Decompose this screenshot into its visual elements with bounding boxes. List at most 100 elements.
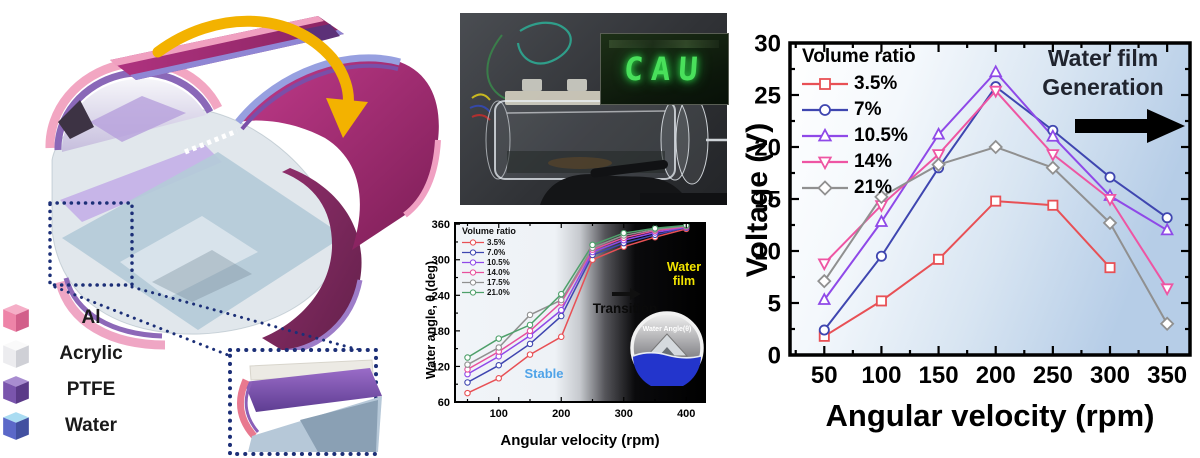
- svg-text:200: 200: [552, 408, 570, 420]
- legend-label: 3.5%: [487, 237, 506, 247]
- generation-arrow-icon: [1075, 109, 1185, 143]
- water-edge-dashes: [184, 128, 238, 155]
- legend-item-al: Al: [2, 300, 152, 336]
- svg-text:360: 360: [432, 219, 450, 231]
- right-shell-purple-edge: [240, 63, 399, 131]
- water-film-generation-label: Water film Generation: [1018, 44, 1188, 102]
- wire-yellow: [471, 93, 491, 101]
- water-film-label: Water film: [653, 260, 715, 289]
- water-cube-icon: [3, 412, 29, 440]
- led-text: CAU: [622, 50, 707, 88]
- inset-label: Water Angle(θ): [643, 326, 692, 333]
- top-strip-blue-edge: [130, 30, 344, 80]
- wrist: [640, 193, 727, 205]
- photo-water-debris: [548, 157, 612, 169]
- inset-water: [633, 352, 701, 386]
- legend-label: 21.0%: [487, 287, 510, 297]
- svg-text:15: 15: [754, 187, 781, 214]
- svg-text:300: 300: [432, 255, 450, 267]
- legend-label: 3.5%: [854, 73, 898, 94]
- voltage-legend: Volume ratio 3.5% 7% 10.5% 14% 21%: [802, 46, 916, 201]
- svg-text:60: 60: [438, 397, 450, 409]
- legend-title: Volume ratio: [462, 226, 516, 236]
- svg-text:10: 10: [754, 239, 781, 266]
- al-cube-icon: [3, 304, 29, 332]
- device-photo: CAU: [460, 13, 729, 205]
- svg-text:300: 300: [615, 408, 633, 420]
- svg-text:350: 350: [1147, 362, 1187, 389]
- legend-label: 14%: [854, 151, 893, 172]
- bottom-shell: [262, 168, 362, 352]
- water-angle-chart: 100 200 300 400 60 120 180 240 300 360 Volume rat…: [420, 205, 740, 458]
- inset-ptfe-layer: [244, 368, 382, 412]
- voltage-chart: 50 100 150 200 250 300 350 0 5 10 15 20 25 30 Volume …: [740, 0, 1200, 458]
- svg-text:30: 30: [754, 31, 781, 58]
- water-highlight: [120, 216, 258, 298]
- hand-fingers: [590, 160, 669, 178]
- legend-item: 21.0%: [462, 287, 516, 297]
- legend-label: 17.5%: [487, 277, 510, 287]
- right-shell-pink-edge: [403, 139, 441, 218]
- legend-item-acrylic: Acrylic: [2, 336, 152, 372]
- stable-label: Stable: [524, 366, 564, 381]
- dome-dark-wedge: [58, 100, 94, 139]
- svg-text:180: 180: [432, 326, 450, 338]
- photo-cylinder-left-cap: [485, 100, 511, 180]
- svg-text:300: 300: [1090, 362, 1130, 389]
- transition-label: Transition: [592, 301, 658, 316]
- legend-item: 17.5%: [462, 277, 516, 287]
- svg-text:120: 120: [432, 361, 450, 373]
- highlight-connector-2: [130, 285, 372, 355]
- svg-text:100: 100: [490, 408, 508, 420]
- water-film-line1: Water: [666, 260, 702, 274]
- svg-text:20: 20: [754, 135, 781, 162]
- ptfe-label: PTFE: [66, 379, 116, 400]
- voltage-xlabel: Angular velocity (rpm): [825, 398, 1155, 433]
- inset-al-edge: [236, 378, 257, 439]
- svg-text:25: 25: [754, 83, 781, 110]
- cylinder-reflection: [506, 110, 666, 114]
- water-film-line2: film: [672, 274, 696, 289]
- transition-arrow-icon: [612, 288, 641, 300]
- photo-cylinder-flange: [675, 95, 709, 185]
- legend-item: 14%: [802, 149, 916, 175]
- al-label: Al: [81, 307, 101, 328]
- legend-label: 10.5%: [854, 125, 908, 146]
- legend-item: 10.5%: [462, 257, 516, 267]
- wire-red: [471, 114, 491, 121]
- led-display-inset: CAU: [600, 33, 729, 105]
- voltage-plot: 50 100 150 200 250 300 350 0 5 10 15 20 25 30: [754, 31, 1192, 389]
- ptfe-cube-icon: [3, 376, 29, 404]
- inset-water-dark: [300, 400, 378, 452]
- legend-item: 3.5%: [802, 71, 916, 97]
- acrylic-label: Acrylic: [59, 343, 123, 364]
- highlight-dotted-rect: [48, 201, 134, 287]
- device-exploded-diagram: [45, 15, 441, 456]
- water-angle-ylabel: Water angle, θ (deg): [424, 260, 438, 380]
- inset-al-edge-dark: [244, 381, 260, 433]
- right-shell: [238, 57, 439, 250]
- legend-label: 7.0%: [487, 247, 506, 257]
- materials-legend: Al Acrylic PTFE Water: [2, 300, 152, 444]
- water-shadow: [152, 250, 252, 302]
- svg-text:240: 240: [432, 290, 450, 302]
- svg-text:0: 0: [768, 343, 781, 370]
- wfg-line2: Generation: [1042, 73, 1164, 100]
- assembly-arrow: [152, 15, 354, 112]
- cylinder-purple-arc: [63, 277, 163, 339]
- legend-title: Volume ratio: [802, 46, 916, 67]
- legend-label: 10.5%: [487, 257, 510, 267]
- svg-text:400: 400: [677, 408, 695, 420]
- wire-blue: [469, 104, 491, 113]
- legend-item-ptfe: PTFE: [2, 372, 152, 408]
- svg-text:150: 150: [919, 362, 959, 389]
- dome-lavender-band: [90, 96, 186, 142]
- legend-item: 10.5%: [802, 123, 916, 149]
- legend-item-water: Water: [2, 408, 152, 444]
- wire-teal: [516, 21, 572, 65]
- legend-label: 7%: [854, 99, 882, 120]
- water-angle-legend: Volume ratio 3.5% 7.0% 10.5% 14.0% 17.5% 21.0…: [462, 226, 516, 297]
- inset-wave: [632, 351, 702, 359]
- svg-text:50: 50: [811, 362, 838, 389]
- legend-item: 3.5%: [462, 237, 516, 247]
